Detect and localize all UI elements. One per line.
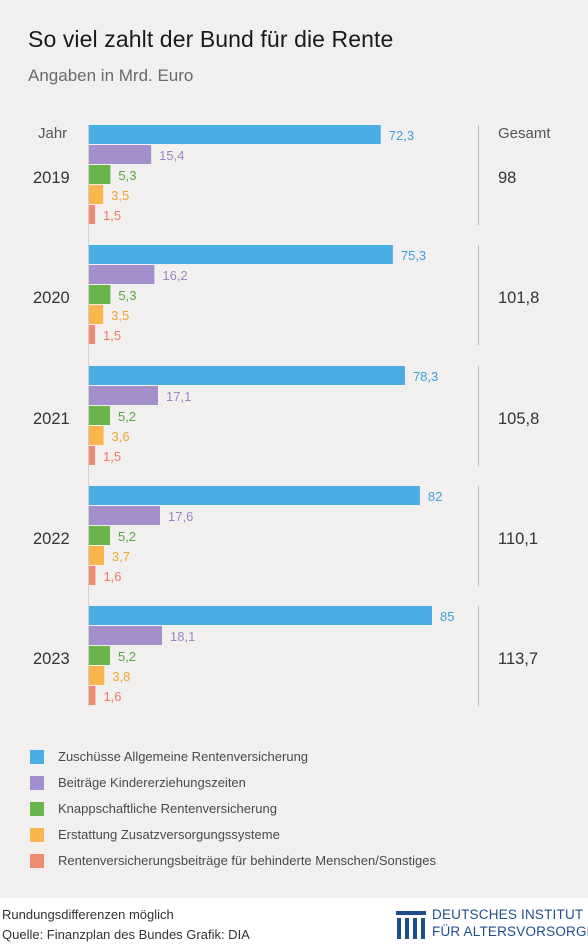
data-label: 1,5 — [103, 328, 121, 343]
data-label: 3,8 — [112, 669, 130, 684]
dia-logo: DEUTSCHES INSTITUT FÜR ALTERSVORSORGE — [396, 906, 588, 942]
dia-logo-icon — [396, 911, 426, 939]
source-credit: Quelle: Finanzplan des Bundes Grafik: DI… — [2, 927, 250, 942]
bar — [89, 366, 405, 385]
data-label: 5,3 — [118, 288, 136, 303]
legend-swatch — [30, 854, 44, 868]
legend-label: Beiträge Kindererziehungszeiten — [58, 775, 246, 790]
bar — [89, 325, 96, 344]
data-label: 1,6 — [103, 569, 121, 584]
logo-text-line2: FÜR ALTERSVORSORGE — [432, 924, 588, 939]
year-label: 2023 — [33, 650, 70, 668]
data-label: 3,6 — [112, 429, 130, 444]
bar — [89, 546, 104, 565]
data-label: 82 — [428, 489, 442, 504]
bar — [89, 666, 105, 685]
total-label: 98 — [498, 169, 516, 187]
bar — [89, 426, 104, 445]
data-label: 5,2 — [118, 529, 136, 544]
data-label: 18,1 — [170, 629, 195, 644]
bar — [89, 626, 163, 645]
data-label: 3,5 — [111, 188, 129, 203]
data-label: 3,5 — [111, 308, 129, 323]
bar — [89, 145, 152, 164]
total-label: 101,8 — [498, 289, 539, 307]
bar — [89, 606, 432, 625]
legend-label: Rentenversicherungsbeiträge für behinder… — [58, 853, 436, 868]
bar — [89, 446, 96, 465]
bar-chart: Jahr Gesamt 2019 98 72,3 15,4 5,3 3,5 1,5 2020 101… — [33, 125, 551, 706]
legend-label: Knappschaftliche Rentenversicherung — [58, 801, 277, 816]
bar — [89, 646, 110, 665]
data-label: 78,3 — [413, 369, 438, 384]
bar — [89, 285, 111, 304]
data-label: 72,3 — [389, 128, 414, 143]
data-label: 1,5 — [103, 208, 121, 223]
total-label: 113,7 — [498, 650, 538, 668]
bar — [89, 526, 110, 545]
rounding-note: Rundungsdifferenzen möglich — [2, 907, 174, 922]
legend-swatch — [30, 802, 44, 816]
year-label: 2022 — [33, 530, 70, 548]
data-label: 1,5 — [103, 449, 121, 464]
data-label: 17,6 — [168, 509, 193, 524]
legend-swatch — [30, 750, 44, 764]
bar — [89, 185, 104, 204]
bar — [89, 406, 110, 425]
legend-label: Zuschüsse Allgemeine Rentenversicherung — [58, 749, 309, 764]
data-label: 1,6 — [103, 689, 121, 704]
bar — [89, 686, 96, 705]
total-label: 105,8 — [498, 410, 539, 428]
data-label: 5,2 — [118, 649, 136, 664]
legend-label: Erstattung Zusatzversorgungssysteme — [58, 827, 280, 842]
year-label: 2020 — [33, 289, 70, 307]
bar — [89, 165, 111, 184]
data-label: 85 — [440, 609, 454, 624]
total-label: 110,1 — [498, 530, 538, 548]
data-label: 15,4 — [159, 148, 184, 163]
chart-subtitle: Angaben in Mrd. Euro — [28, 66, 194, 85]
data-label: 16,2 — [162, 268, 187, 283]
legend-swatch — [30, 828, 44, 842]
bar — [89, 486, 420, 505]
bar — [89, 566, 96, 585]
footer: Rundungsdifferenzen möglich Quelle: Fina… — [0, 898, 588, 948]
year-label: 2021 — [33, 410, 70, 428]
data-label: 5,3 — [118, 168, 136, 183]
bar — [89, 245, 393, 264]
legend-swatch — [30, 776, 44, 790]
data-label: 75,3 — [401, 248, 426, 263]
logo-text-line1: DEUTSCHES INSTITUT — [432, 907, 584, 922]
data-label: 5,2 — [118, 409, 136, 424]
bar — [89, 125, 381, 144]
bar — [89, 265, 155, 284]
total-header: Gesamt — [498, 125, 551, 142]
year-header: Jahr — [38, 125, 67, 142]
data-label: 3,7 — [112, 549, 130, 564]
bar — [89, 305, 104, 324]
bar — [89, 205, 96, 224]
chart-title: So viel zahlt der Bund für die Rente — [28, 26, 394, 52]
year-label: 2019 — [33, 169, 70, 187]
bar — [89, 506, 161, 525]
data-label: 17,1 — [166, 389, 191, 404]
bar — [89, 386, 159, 405]
